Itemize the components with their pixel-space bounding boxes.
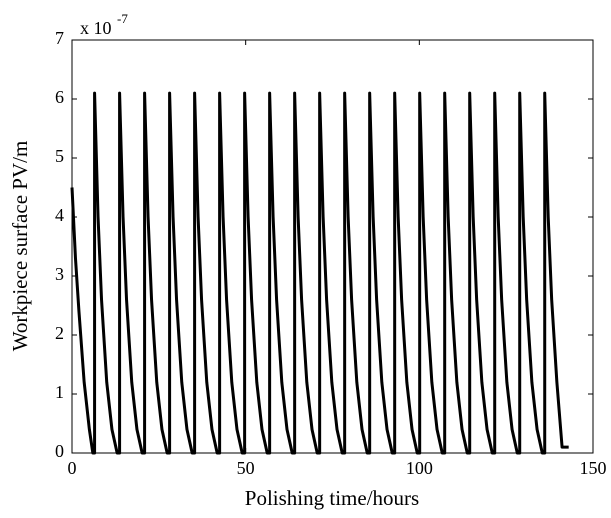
- axis-multiplier: x 10: [80, 18, 112, 38]
- y-tick-label: 2: [55, 323, 64, 343]
- y-axis-label: Workpiece surface PV/m: [8, 141, 32, 352]
- y-tick-label: 3: [55, 264, 64, 284]
- data-line: [70, 91, 569, 455]
- x-tick-label: 150: [580, 458, 607, 478]
- x-tick-label: 50: [237, 458, 255, 478]
- plot-frame: [71, 39, 594, 454]
- y-tick-label: 1: [55, 382, 64, 402]
- y-tick-label: 0: [55, 441, 64, 461]
- y-tick-label: 5: [55, 146, 64, 166]
- y-tick-label: 6: [55, 87, 64, 107]
- y-tick-label: 7: [55, 28, 64, 48]
- y-tick-label: 4: [55, 205, 64, 225]
- axis-exponent: -7: [117, 11, 128, 26]
- x-axis-label: Polishing time/hours: [245, 486, 419, 510]
- x-tick-label: 100: [406, 458, 433, 478]
- x-tick-label: 0: [68, 458, 77, 478]
